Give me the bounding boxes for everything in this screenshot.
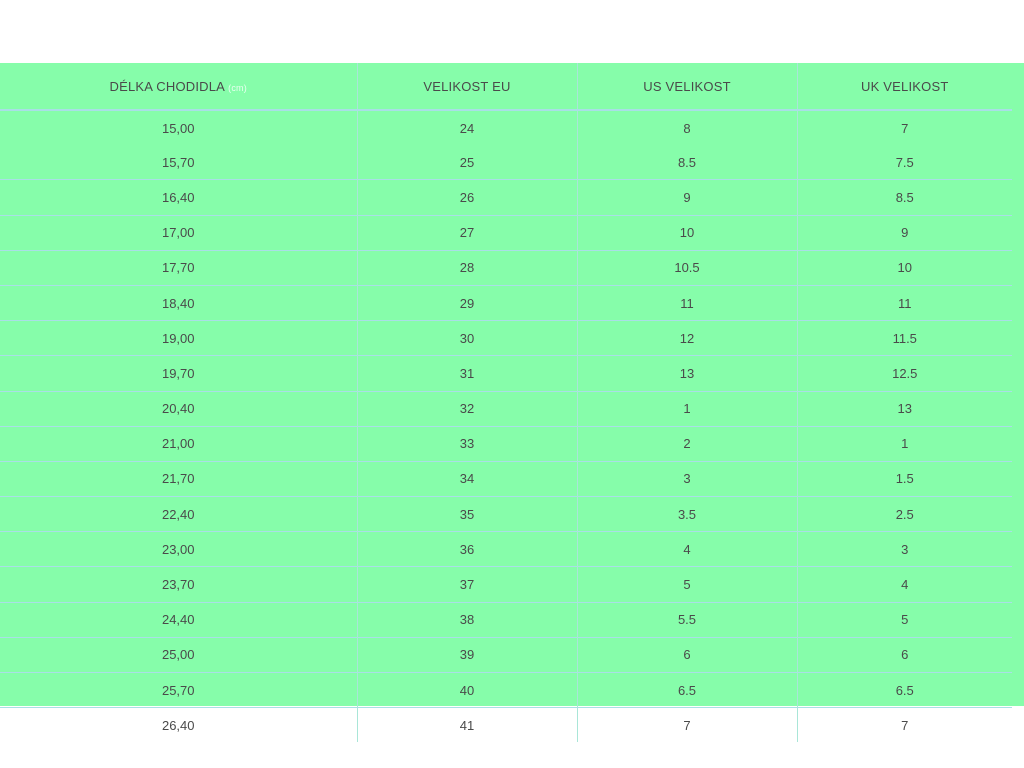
table-row: 21,00 33 2 1 bbox=[0, 425, 1012, 462]
cell-uk-size: 11 bbox=[796, 284, 1012, 321]
cell-eu-size: 33 bbox=[356, 425, 577, 462]
table-row: 15,70 25 8.5 7.5 bbox=[0, 145, 1012, 180]
cell-uk-size: 9 bbox=[796, 214, 1012, 251]
table-row: 17,00 27 10 9 bbox=[0, 214, 1012, 251]
cell-us-size: 3 bbox=[576, 460, 797, 497]
cell-uk-size: 6 bbox=[796, 636, 1012, 673]
table-row: 22,40 35 3.5 2.5 bbox=[0, 496, 1012, 532]
cell-foot-length: 22,40 bbox=[0, 496, 357, 532]
table-row: 21,70 34 3 1.5 bbox=[0, 460, 1012, 497]
cell-foot-length: 21,70 bbox=[0, 460, 357, 497]
cell-uk-size: 1 bbox=[796, 425, 1012, 462]
cell-eu-size: 36 bbox=[356, 531, 577, 567]
cell-eu-size: 26 bbox=[356, 179, 577, 216]
cell-eu-size: 41 bbox=[356, 707, 577, 743]
cell-uk-size: 12.5 bbox=[796, 355, 1012, 391]
cell-us-size: 8 bbox=[576, 109, 797, 146]
cell-uk-size: 10 bbox=[796, 249, 1012, 286]
table-row: 26,40 41 7 7 bbox=[0, 707, 1012, 743]
cell-uk-size: 2.5 bbox=[796, 496, 1012, 532]
cell-foot-length: 23,70 bbox=[0, 566, 357, 603]
cell-us-size: 2 bbox=[576, 425, 797, 462]
cell-uk-size: 4 bbox=[796, 566, 1012, 603]
cell-us-size: 3.5 bbox=[576, 496, 797, 532]
cell-us-size: 6 bbox=[576, 636, 797, 673]
cell-foot-length: 23,00 bbox=[0, 531, 357, 567]
cell-foot-length: 19,00 bbox=[0, 320, 357, 356]
table-row: 18,40 29 11 11 bbox=[0, 284, 1012, 321]
cell-foot-length: 15,70 bbox=[161, 154, 195, 170]
cell-foot-length: 16,40 bbox=[0, 179, 357, 216]
cell-foot-length: 19,70 bbox=[0, 355, 357, 391]
cell-uk-size: 7 bbox=[796, 707, 1012, 743]
cell-us-size: 1 bbox=[576, 390, 797, 427]
header-foot-length: DÉLKA CHODIDLA (cm) bbox=[0, 63, 357, 111]
cell-uk-size: 11.5 bbox=[796, 320, 1012, 356]
cell-eu-size: 29 bbox=[356, 284, 577, 321]
table-row: 25,70 40 6.5 6.5 bbox=[0, 671, 1012, 708]
header-us-size: US VELIKOST bbox=[576, 63, 797, 111]
cell-eu-size: 40 bbox=[356, 671, 577, 708]
header-eu-size: VELIKOST EU bbox=[356, 63, 577, 111]
cell-uk-size: 6.5 bbox=[796, 671, 1012, 708]
unit-label: (cm) bbox=[228, 82, 247, 93]
cell-eu-size: 25 bbox=[356, 145, 577, 180]
header-row: DÉLKA CHODIDLA (cm) VELIKOST EU US VELIK… bbox=[0, 63, 1012, 111]
table-row: 19,70 31 13 12.5 bbox=[0, 355, 1012, 391]
cell-us-size: 10.5 bbox=[576, 249, 797, 286]
cell-eu-size: 37 bbox=[356, 566, 577, 603]
cell-us-size: 5.5 bbox=[576, 601, 797, 638]
table-row: 19,00 30 12 11.5 bbox=[0, 320, 1012, 356]
table-row: 16,40 26 9 8.5 bbox=[0, 179, 1012, 216]
cell-foot-length: 25,70 bbox=[0, 671, 357, 708]
cell-eu-size: 27 bbox=[356, 214, 577, 251]
size-chart-table: DÉLKA CHODIDLA (cm) VELIKOST EU US VELIK… bbox=[0, 63, 1012, 743]
header-uk-size: UK VELIKOST bbox=[796, 63, 1012, 111]
cell-uk-size: 7.5 bbox=[796, 145, 1012, 180]
cell-eu-size: 30 bbox=[356, 320, 577, 356]
cell-us-size: 13 bbox=[576, 355, 797, 391]
cell-us-size: 5 bbox=[576, 566, 797, 603]
size-chart-container: DÉLKA CHODIDLA (cm) VELIKOST EU US VELIK… bbox=[0, 63, 1024, 743]
cell-us-size: 4 bbox=[576, 531, 797, 567]
table-row: 24,40 38 5.5 5 bbox=[0, 601, 1012, 638]
cell-us-size: 8.5 bbox=[576, 145, 797, 180]
cell-uk-size: 1.5 bbox=[796, 460, 1012, 497]
cell-foot-length: 17,00 bbox=[0, 214, 357, 251]
cell-foot-length: 24,40 bbox=[0, 601, 357, 638]
cell-foot-length: 17,70 bbox=[0, 249, 357, 286]
cell-us-size: 12 bbox=[576, 320, 797, 356]
cell-eu-size: 32 bbox=[356, 390, 577, 427]
header-label: DÉLKA CHODIDLA bbox=[109, 78, 225, 94]
cell-eu-size: 34 bbox=[356, 460, 577, 497]
cell-uk-size: 3 bbox=[796, 531, 1012, 567]
cell-uk-size: 5 bbox=[796, 601, 1012, 638]
table-row: 23,70 37 5 4 bbox=[0, 566, 1012, 603]
table-row: 17,70 28 10.5 10 bbox=[0, 249, 1012, 286]
cell-us-size: 11 bbox=[576, 284, 797, 321]
table-row: 23,00 36 4 3 bbox=[0, 531, 1012, 567]
table-row: 25,00 39 6 6 bbox=[0, 636, 1012, 673]
cell-us-size: 7 bbox=[576, 707, 797, 743]
cell-uk-size: 8.5 bbox=[796, 179, 1012, 216]
cell-eu-size: 35 bbox=[356, 496, 577, 532]
cell-us-size: 9 bbox=[576, 179, 797, 216]
cell-eu-size: 38 bbox=[356, 601, 577, 638]
cell-foot-length: 21,00 bbox=[0, 425, 357, 462]
cell-us-size: 6.5 bbox=[576, 671, 797, 708]
cell-eu-size: 24 bbox=[356, 109, 577, 146]
cell-eu-size: 39 bbox=[356, 636, 577, 673]
cell-uk-size: 7 bbox=[796, 109, 1012, 146]
cell-foot-length: 26,40 bbox=[0, 707, 357, 743]
cell-uk-size: 13 bbox=[796, 390, 1012, 427]
table-row: 20,40 32 1 13 bbox=[0, 390, 1012, 427]
cell-foot-length: 20,40 bbox=[0, 390, 357, 427]
table-row: 15,00 24 8 7 bbox=[0, 109, 1012, 146]
cell-eu-size: 31 bbox=[356, 355, 577, 391]
cell-foot-length: 25,00 bbox=[0, 636, 357, 673]
cell-eu-size: 28 bbox=[356, 249, 577, 286]
cell-foot-length: 15,00 bbox=[0, 109, 357, 146]
cell-us-size: 10 bbox=[576, 214, 797, 251]
cell-foot-length: 18,40 bbox=[0, 284, 357, 321]
